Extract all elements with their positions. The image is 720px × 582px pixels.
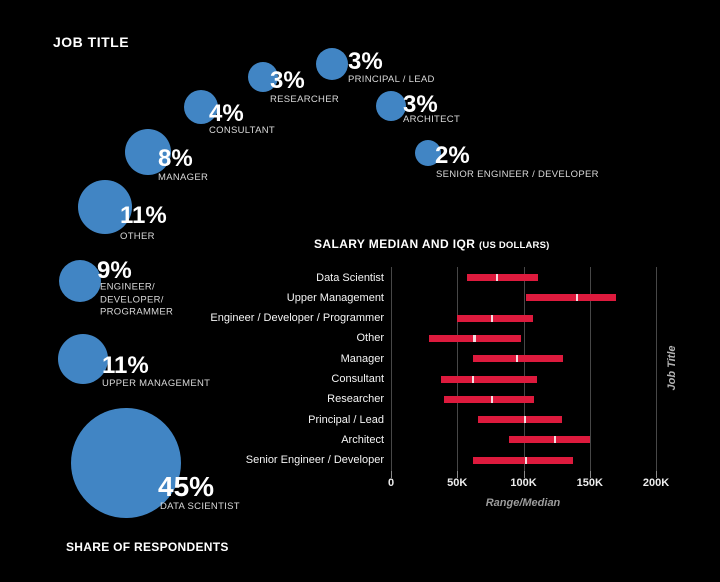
tick-label-100k: 100K [510, 477, 537, 489]
bubble-value-data-scientist: 45% [158, 471, 215, 502]
tick-100k [523, 471, 525, 478]
bubble-label-engineer-developer-programmer: ENGINEER/DEVELOPER/PROGRAMMER [100, 281, 174, 318]
tick-label-0: 0 [387, 477, 395, 489]
median-marker-principal-lead [523, 416, 526, 424]
median-marker-researcher [490, 395, 493, 403]
bubble-chart-title: JOB TITLE [53, 34, 130, 50]
row-label-researcher: Researcher [327, 393, 384, 406]
bubble-other [78, 180, 132, 234]
salary-chart-title: SALARY MEDIAN AND IQR (US DOLLARS) [314, 237, 550, 251]
bubble-manager [125, 129, 171, 175]
salary-chart-title-main: SALARY MEDIAN AND IQR [314, 237, 476, 251]
iqr-bar-architect [508, 436, 590, 444]
bubble-value-senior-engineer-developer: 2% [435, 142, 470, 169]
gridline-200k [656, 267, 657, 471]
bubble-label-data-scientist: DATA SCIENTIST [160, 500, 240, 512]
bubble-label-other: OTHER [120, 230, 155, 242]
bubble-label-upper-management: UPPER MANAGEMENT [102, 377, 211, 389]
tick-label-150k: 150K [576, 477, 603, 489]
median-marker-other [473, 334, 476, 342]
gridline-0 [391, 267, 392, 471]
median-marker-consultant [472, 375, 475, 383]
bubble-principal-lead [316, 48, 348, 80]
row-label-engineer-developer-programmer: Engineer / Developer / Programmer [210, 312, 384, 325]
row-label-other: Other [356, 332, 384, 345]
bubble-value-engineer-developer-programmer: 9% [97, 257, 132, 284]
iqr-bar-manager [473, 355, 564, 363]
y-axis-label: Job Title [666, 345, 678, 391]
bubble-engineer-developer-programmer [59, 260, 101, 302]
bubble-value-researcher: 3% [270, 67, 305, 94]
bubble-consultant [184, 90, 218, 124]
iqr-bar-upper-management [526, 294, 617, 302]
iqr-bar-researcher [444, 395, 535, 403]
bubble-value-manager: 8% [158, 145, 193, 172]
gridline-50k [457, 267, 459, 471]
gridline-100k [523, 267, 525, 471]
bubble-value-other: 11% [120, 202, 167, 229]
tick-0 [391, 471, 392, 478]
tick-50k [457, 471, 459, 478]
bubble-senior-engineer-developer [415, 140, 441, 166]
gridline-150k [589, 267, 591, 471]
row-label-manager: Manager [340, 352, 384, 365]
bubble-value-consultant: 4% [209, 100, 244, 127]
bubble-value-principal-lead: 3% [348, 48, 383, 75]
iqr-bar-consultant [441, 375, 537, 383]
row-label-principal-lead: Principal / Lead [308, 413, 384, 426]
row-label-architect: Architect [341, 433, 384, 446]
median-marker-engineer-developer-programmer [490, 314, 493, 322]
row-label-senior-engineer-developer: Senior Engineer / Developer [245, 454, 384, 467]
bubble-label-principal-lead: PRINCIPAL / LEAD [348, 73, 435, 85]
bubble-architect [376, 91, 406, 121]
median-marker-architect [554, 436, 557, 444]
bubble-value-upper-management: 11% [102, 352, 149, 379]
median-marker-data-scientist [496, 274, 499, 281]
iqr-bar-senior-engineer-developer [473, 456, 573, 464]
row-label-consultant: Consultant [331, 373, 384, 385]
tick-150k [589, 471, 591, 478]
bubble-chart-footer: SHARE OF RESPONDENTS [66, 540, 229, 554]
bubble-value-architect: 3% [403, 91, 438, 118]
bubble-label-senior-engineer-developer: SENIOR ENGINEER / DEVELOPER [436, 168, 599, 180]
bubble-label-manager: MANAGER [158, 171, 209, 183]
median-marker-manager [515, 355, 519, 363]
tick-200k [656, 471, 657, 478]
bubble-researcher [248, 62, 278, 92]
bubble-label-consultant: CONSULTANT [209, 124, 275, 136]
salary-chart-title-suffix: (US DOLLARS) [479, 240, 550, 251]
iqr-bar-data-scientist [466, 274, 539, 281]
bubble-upper-management [58, 334, 108, 384]
bubble-data-scientist [71, 408, 181, 518]
tick-label-200k: 200K [642, 477, 670, 489]
iqr-bar-engineer-developer-programmer [457, 314, 533, 322]
row-label-data-scientist: Data Scientist [316, 271, 384, 284]
median-marker-senior-engineer-developer [525, 456, 528, 464]
median-marker-upper-management [575, 294, 578, 302]
x-axis-label: Range/Median [485, 497, 561, 509]
tick-label-50k: 50K [447, 477, 468, 489]
row-label-upper-management: Upper Management [286, 291, 384, 304]
bubble-label-architect: ARCHITECT [403, 113, 461, 125]
bubble-label-researcher: RESEARCHER [270, 93, 339, 105]
iqr-bar-principal-lead [478, 416, 562, 424]
